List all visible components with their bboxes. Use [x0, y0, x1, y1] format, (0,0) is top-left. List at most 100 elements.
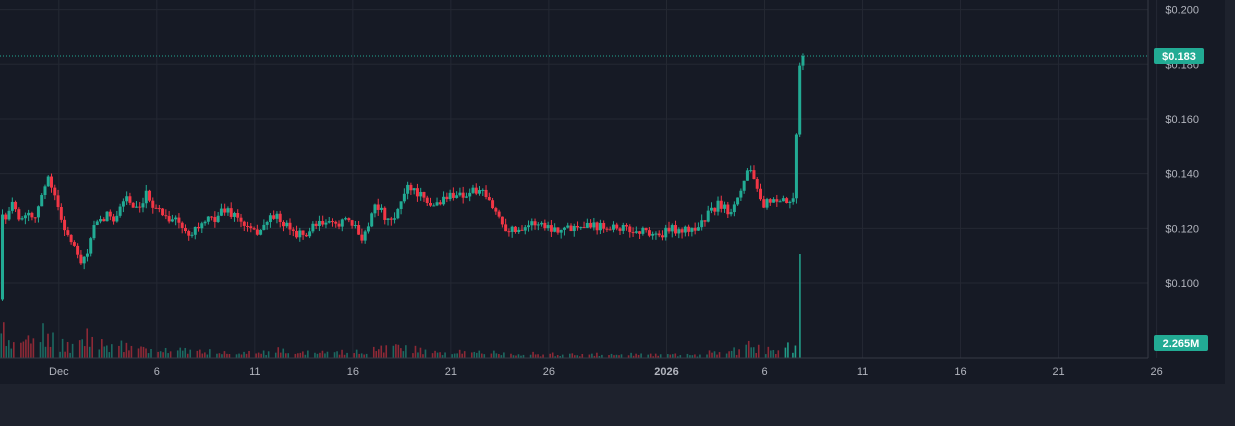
candle-body [677, 229, 681, 234]
candle-body [308, 231, 312, 237]
volume-bar [145, 348, 147, 358]
volume-bar [375, 351, 378, 358]
candle-body [507, 231, 511, 233]
volume-bar [478, 350, 481, 358]
volume-bar [98, 349, 101, 358]
candle-body [621, 225, 625, 231]
volume-bar [5, 346, 8, 358]
volume-bar [750, 347, 753, 358]
candle-body [569, 225, 573, 232]
volume-bar [480, 353, 483, 358]
candle-body [281, 221, 285, 227]
volume-bar [257, 352, 260, 358]
candle-body [726, 204, 730, 215]
candle-body [745, 170, 749, 181]
candle-body [605, 228, 609, 230]
volume-bar [120, 340, 123, 358]
volume-bar [417, 352, 419, 358]
volume-bar [49, 346, 52, 358]
candle-body [128, 196, 132, 203]
candle-body [690, 227, 694, 232]
volume-bar [353, 353, 355, 358]
candle-body [647, 230, 651, 236]
candle-body [396, 208, 400, 219]
volume-bar [439, 352, 441, 358]
volume-bar [125, 342, 128, 358]
volume-bar [568, 353, 571, 358]
grid-lines [0, 0, 1158, 358]
volume-bar [490, 353, 493, 358]
volume-bar [25, 339, 27, 358]
candle-body [422, 192, 426, 198]
candle-body [736, 197, 740, 205]
volume-bar [444, 352, 446, 358]
candle-body [716, 200, 720, 212]
candle-body [92, 225, 96, 239]
volume-bar [137, 348, 140, 358]
volume-bar [274, 352, 277, 358]
candle-body [366, 226, 370, 232]
volume-bar [184, 347, 187, 358]
volume-bar [392, 345, 395, 358]
volume-bar [424, 349, 427, 358]
time-axis[interactable]: Dec 6 11 16 21 26 2026 6 11 16 21 26 [49, 366, 1163, 378]
candle-body [709, 207, 713, 211]
candle-body [108, 211, 112, 217]
candle-body [187, 231, 191, 236]
candle-body [644, 227, 648, 231]
volume-bar [632, 355, 635, 358]
candle-body [23, 215, 27, 219]
candle-body [703, 220, 707, 222]
candle-body [474, 187, 478, 194]
volume-bar [713, 351, 716, 358]
candle-body [801, 56, 805, 66]
candle-body [82, 256, 86, 264]
candle-body [213, 217, 217, 222]
candle-body [651, 233, 655, 236]
volume-bar [757, 344, 760, 358]
candle-body [53, 187, 57, 196]
volume-bar [730, 350, 733, 358]
volume-bar [299, 352, 302, 358]
candle-body [197, 226, 201, 229]
candle-body [370, 213, 374, 227]
volume-bar [321, 350, 324, 358]
volume-bar [677, 356, 679, 358]
candle-body [200, 223, 204, 229]
volume-bar [799, 254, 801, 358]
volume-bar [238, 353, 240, 358]
volume-bar [596, 352, 598, 358]
candle-body [785, 198, 789, 204]
volume-bar [287, 353, 290, 358]
candle-body [654, 233, 658, 235]
volume-bar [221, 354, 223, 358]
volume-bar [130, 345, 133, 358]
volume-bar [755, 352, 758, 358]
candle-body [549, 225, 553, 232]
candle-body [723, 204, 727, 209]
time-tick-label: 16 [954, 366, 966, 378]
candle-body [314, 223, 318, 227]
candle-body [794, 134, 798, 199]
volume-bar [42, 323, 44, 358]
candle-body [134, 206, 138, 208]
candle-body [141, 203, 145, 208]
volume-bar [716, 354, 718, 358]
candle-body [504, 224, 508, 232]
volume-bar [672, 354, 674, 358]
candle-body [223, 208, 227, 213]
candle-body [125, 196, 129, 202]
candle-body [487, 197, 491, 201]
candle-body [641, 227, 645, 234]
volume-bar [372, 346, 375, 358]
volume-bar [13, 342, 15, 358]
last-volume-value: 2.265M [1163, 338, 1200, 350]
candle-body [344, 218, 348, 220]
candle-body [393, 218, 397, 220]
volume-bar [434, 350, 436, 358]
volume-bar [196, 350, 199, 358]
plot-background[interactable] [0, 0, 1225, 384]
candle-body [164, 215, 168, 217]
